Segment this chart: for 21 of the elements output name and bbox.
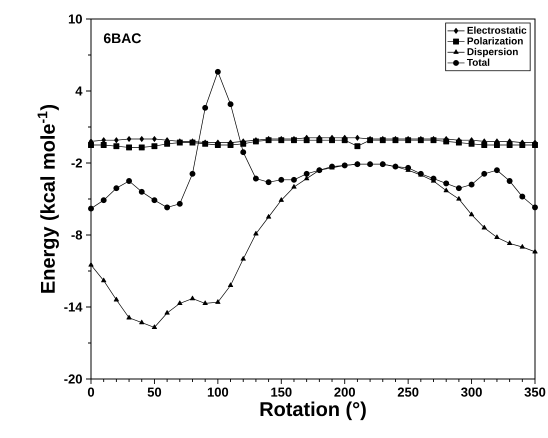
x-tick-label: 250 — [398, 388, 418, 397]
x-tick-label: 50 — [148, 388, 162, 397]
x-tick-label: 150 — [271, 388, 292, 397]
y-tick-label: -14 — [64, 302, 82, 312]
y-axis-title: Energy (kcal mole$^{-1}$) — [38, 104, 59, 293]
text: 6BAC — [104, 33, 141, 44]
y-tick-label: -20 — [64, 374, 82, 384]
legend-label: Total — [466, 58, 490, 66]
x-tick-label: 300 — [461, 388, 482, 397]
legend-label: Dispersion — [468, 48, 518, 58]
x-tick-label: 350 — [524, 388, 546, 397]
legend-label: Electrostatic — [468, 26, 526, 34]
x-tick-label: 0 — [88, 388, 94, 397]
legend-label: Polarization — [468, 37, 523, 44]
y-tick-label: 4 — [75, 86, 82, 96]
x-tick-label: 200 — [334, 388, 355, 397]
y-tick-label: 10 — [68, 14, 82, 24]
x-axis-title: Rotation (°) — [260, 402, 366, 420]
x-tick-label: 100 — [208, 388, 228, 397]
y-tick-label: -2 — [71, 158, 82, 168]
y-tick-label: -8 — [71, 230, 82, 240]
